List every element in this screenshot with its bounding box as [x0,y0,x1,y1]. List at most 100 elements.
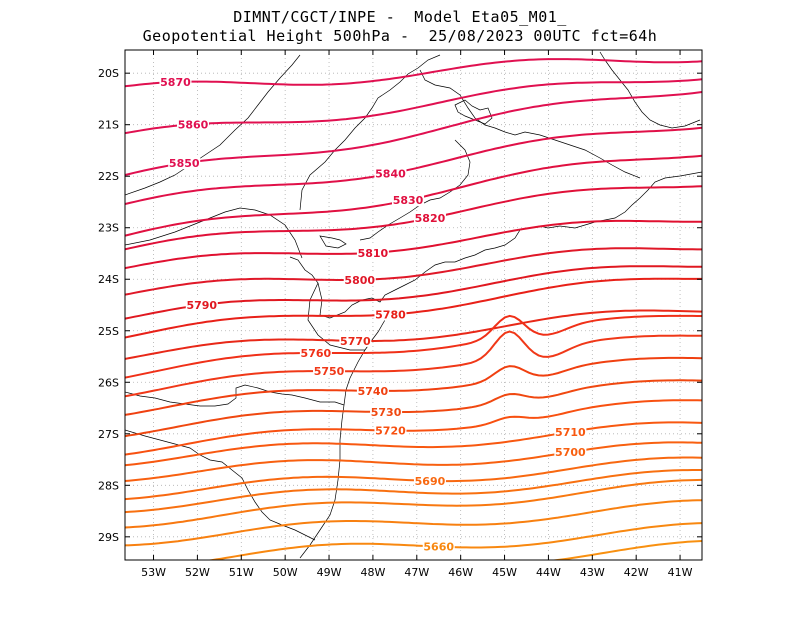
x-tick-label: 51W [229,566,254,579]
contour-label: 5780 [375,308,406,321]
y-tick-label: 25S [98,325,119,338]
axes: 53W 52W 51W 50W 49W 48W 47W 46W 45W 44W 43W 42W 41W 2… [98,50,702,579]
state-border-2 [299,54,441,211]
contour-5640 [549,540,702,560]
contour-label: 5770 [340,335,371,348]
x-tick-label: 47W [404,566,429,579]
y-tick-label: 26S [98,376,119,389]
contour-label-bg [339,333,372,347]
contour-label: 5840 [375,168,406,181]
contour-5780 [125,277,702,339]
x-tick-label: 46W [448,566,473,579]
contour-5860 [125,78,702,135]
contour-label: 5710 [555,426,586,439]
y-tick-label: 24S [98,273,119,286]
contour-label: 5740 [358,385,389,398]
contour-label-bg [356,383,389,397]
contour-label: 5830 [393,194,424,207]
y-tick-label: 29S [98,531,119,544]
contour-5870 [125,58,702,88]
contour-label: 5870 [160,76,191,89]
contour-label-bg [374,166,407,180]
x-tick-label: 48W [360,566,385,579]
contour-5820 [125,185,702,251]
y-tick-label: 20S [98,67,119,80]
contour-label-bg [370,405,403,419]
contour-label: 5860 [178,118,209,131]
chart-title-line2: Geopotential Height 500hPa - 25/08/2023 … [142,27,658,45]
contour-label-bg [554,424,587,438]
y-tick-label: 22S [98,170,119,183]
x-tick-label: 44W [536,566,561,579]
contour-label-bg [392,193,425,207]
contour-5730 [125,379,702,438]
contour-label-bg [554,445,587,459]
chart-title-line1: DIMNT/CGCT/INPE - Model Eta05_M01_ [233,8,567,26]
contour-5740 [125,356,702,416]
coastline-map [125,51,702,559]
contour-5810 [125,219,702,270]
x-tick-label: 52W [185,566,210,579]
contour-5690 [125,456,702,501]
contour-label-bg [356,245,389,259]
y-tick-label: 28S [98,479,119,492]
contour-lines [125,58,702,560]
contour-label: 5820 [415,212,446,225]
contour-5790 [125,265,702,320]
contour-label: 5730 [371,406,402,419]
contour-5650 [205,522,702,560]
state-border-1 [125,207,303,259]
plot-frame [124,49,703,561]
coastline [289,171,702,319]
x-tick-label: 50W [273,566,298,579]
contour-5750 [125,330,702,398]
contour-label: 5760 [301,347,332,360]
y-tick-label: 23S [98,222,119,235]
contour-label-bg [374,423,407,437]
contour-label: 5700 [555,446,586,459]
contour-5670 [125,478,702,529]
contour-label-bg [413,211,446,225]
contour-5700 [125,441,702,482]
contour-label: 5720 [375,425,406,438]
contour-5850 [125,91,702,176]
contour-label: 5660 [423,541,454,554]
contour-label: 5750 [314,365,345,378]
contour-label-bg [185,297,218,311]
x-tick-label: 41W [668,566,693,579]
contour-label-bg [413,473,446,487]
contour-5840 [125,126,702,205]
contour-5710 [125,421,702,467]
contour-5680 [125,469,702,514]
contour-label-bg [299,345,332,359]
contour-label: 5690 [125,580,156,593]
contour-label: 5800 [344,274,375,287]
y-tick-label: 21S [98,119,119,132]
contour-5800 [125,247,702,296]
contour-label-bg [313,364,346,378]
x-tick-label: 42W [624,566,649,579]
state-border-9 [599,51,701,129]
contour-5760 [125,314,702,379]
lake-1 [454,99,493,125]
contour-label: 5790 [186,299,217,312]
x-tick-label: 43W [580,566,605,579]
contour-label: 5850 [169,157,200,170]
contour-5660 [125,499,702,547]
contour-label-bg [159,75,192,89]
state-border-7 [419,69,641,179]
contour-label-bg [422,539,455,553]
x-tick-label: 49W [317,566,342,579]
contour-label: 5810 [358,247,389,260]
state-border-8 [359,139,471,241]
contour-label-bg [168,156,201,170]
y-tick-label: 27S [98,428,119,441]
contour-5770 [125,309,702,360]
x-tick-label: 53W [141,566,166,579]
contour-label-bg [343,272,376,286]
lake-2 [319,235,347,249]
contour-5720 [125,399,702,456]
contour-labels: 5870 5860 5850 5840 5830 5820 5810 5800 5790 5780… [125,75,587,593]
x-tick-label: 45W [492,566,517,579]
